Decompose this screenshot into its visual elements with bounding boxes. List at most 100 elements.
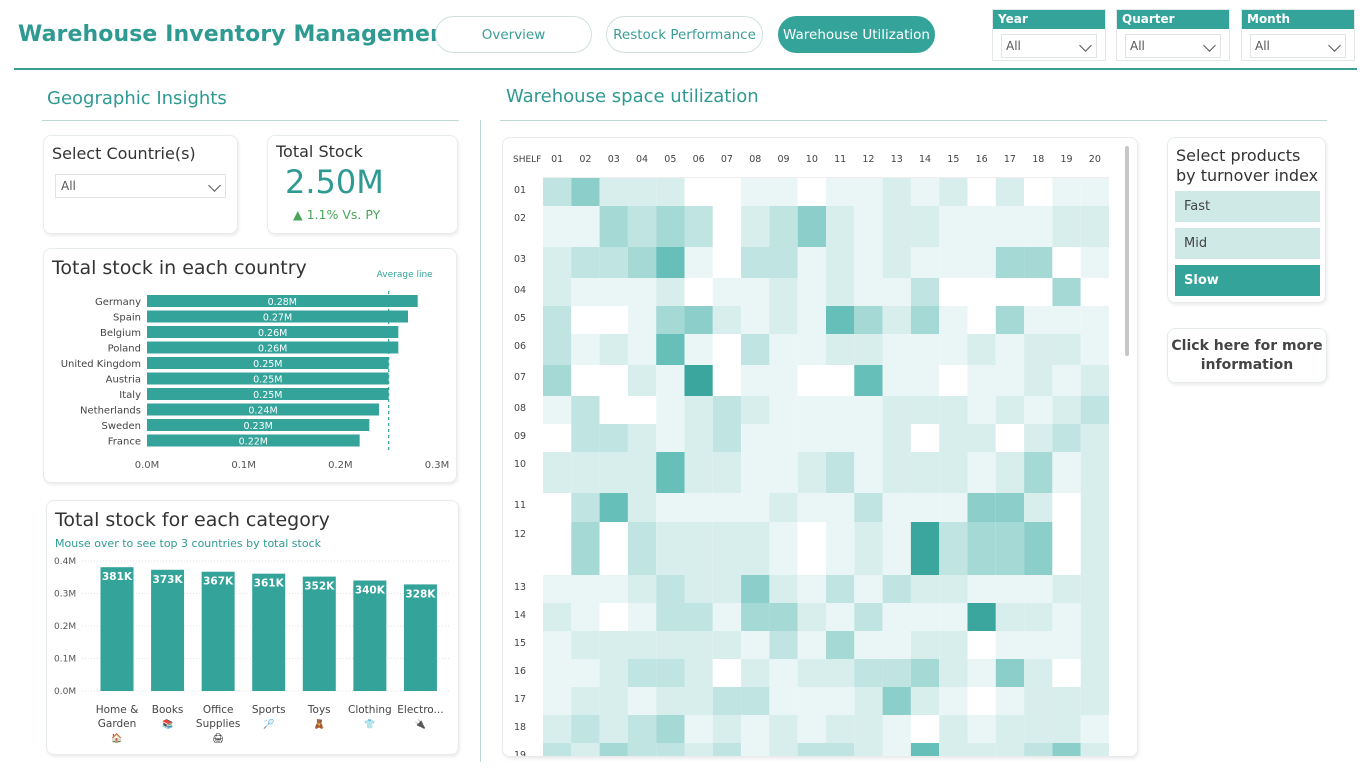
heatmap-cell [995, 424, 1025, 452]
heatmap-cell [910, 575, 940, 603]
heatmap-row-label: 18 [514, 722, 526, 733]
heatmap-cell [1080, 631, 1109, 659]
heatmap-column-label: 05 [664, 154, 676, 165]
year-filter-dropdown[interactable]: All [1001, 34, 1097, 58]
heatmap-cell [543, 178, 572, 206]
shelf-heatmap: SHELF 01 02 03 04 05 06 07 08 09 10 11 12 13 14 15 16 17 1… [513, 146, 1129, 756]
nav-overview-button[interactable]: Overview [435, 16, 592, 53]
heatmap-row-label: 11 [514, 500, 526, 511]
nav-warehouse-utilization-button[interactable]: Warehouse Utilization [778, 16, 935, 53]
chevron-down-icon [208, 179, 221, 192]
country-slicer-dropdown[interactable]: All [55, 174, 226, 198]
month-filter-dropdown[interactable]: All [1250, 34, 1346, 58]
category-chart-subtitle: Mouse over to see top 3 countries by tot… [55, 537, 321, 550]
turnover-slow-option[interactable]: Slow [1175, 265, 1320, 296]
heatmap-cell [712, 603, 742, 631]
heatmap-cell [910, 306, 940, 334]
heatmap-cell [854, 715, 883, 743]
heatmap-cell [571, 424, 600, 452]
heatmap-cell [939, 247, 968, 278]
heatmap-cell [1052, 659, 1081, 687]
heatmap-cell [741, 715, 770, 743]
heatmap-cell [826, 424, 855, 452]
heatmap-cell [939, 659, 968, 687]
heatmap-cell [571, 278, 600, 306]
more-information-button[interactable]: Click here for more information [1167, 328, 1327, 383]
heatmap-column-label: 01 [551, 154, 563, 165]
geo-section-rule [42, 120, 459, 121]
heatmap-cell [656, 493, 685, 522]
heatmap-cell [627, 575, 657, 603]
heatmap-cell [854, 396, 883, 424]
heatmap-cell [967, 659, 996, 687]
country-bar-value: 0.23M [243, 421, 272, 432]
heatmap-cell [854, 603, 883, 631]
heatmap-cell [769, 659, 798, 687]
heatmap-cell [1052, 522, 1081, 575]
heatmap-cell [656, 306, 685, 334]
heatmap-cell [797, 452, 826, 493]
heatmap-cell [1080, 278, 1109, 306]
y-tick-label: 0.2M [54, 622, 76, 632]
heatmap-cell [1024, 365, 1053, 396]
heatmap-row-label: 13 [514, 582, 526, 593]
heatmap-cell [627, 715, 657, 743]
heatmap-cell [854, 493, 883, 522]
heatmap-cell [910, 715, 940, 743]
heatmap-cell [571, 247, 600, 278]
heatmap-cell [939, 278, 968, 306]
category-bar [252, 573, 286, 691]
country-bar [147, 357, 389, 369]
heatmap-cell [741, 424, 770, 452]
heatmap-cell [599, 687, 628, 715]
heatmap-cell [967, 687, 996, 715]
heatmap-column-label: 17 [1004, 154, 1016, 165]
heatmap-cell [1052, 365, 1081, 396]
category-label: Garden [98, 718, 136, 730]
nav-restock-performance-button[interactable]: Restock Performance [606, 16, 763, 53]
heatmap-cell [712, 178, 742, 206]
country-bar [147, 295, 418, 307]
heatmap-cell [712, 715, 742, 743]
heatmap-cell [684, 522, 713, 575]
heatmap-cell [1024, 659, 1053, 687]
heatmap-cell [712, 206, 742, 247]
heatmap-cell [656, 278, 685, 306]
heatmap-cell [882, 306, 911, 334]
heatmap-cell [1024, 631, 1053, 659]
country-chart-title: Total stock in each country [52, 257, 307, 279]
heatmap-cell [939, 178, 968, 206]
heatmap-cell [910, 452, 940, 493]
category-label: Sports [252, 704, 286, 716]
x-tick-label: 0.1M [231, 460, 256, 471]
y-tick-label: 0.1M [54, 655, 76, 665]
category-column-chart[interactable]: 0.0M 0.1M 0.2M 0.3M 0.4M 381K Home & Garden 🏠 373… [47, 501, 458, 754]
heatmap-cell [910, 493, 940, 522]
heatmap-cell [939, 365, 968, 396]
heatmap-cell [543, 659, 572, 687]
heatmap-cell [769, 306, 798, 334]
heatmap-cell [939, 306, 968, 334]
heatmap-cell [543, 278, 572, 306]
turnover-mid-option[interactable]: Mid [1175, 228, 1320, 259]
heatmap-cell [543, 715, 572, 743]
heatmap-cell [769, 365, 798, 396]
quarter-filter-dropdown[interactable]: All [1125, 34, 1221, 58]
heatmap-cell [769, 278, 798, 306]
heatmap-cell [967, 365, 996, 396]
heatmap-cell [882, 178, 911, 206]
heatmap-cell [741, 743, 770, 756]
heatmap-cell [967, 306, 996, 334]
heatmap-cell [543, 247, 572, 278]
x-tick-label: 0.3M [425, 460, 450, 471]
heatmap-cell [656, 334, 685, 365]
heatmap-cell [741, 631, 770, 659]
heatmap-cell [967, 603, 996, 631]
country-label: United Kingdom [61, 359, 141, 370]
average-line-label: Average line [377, 270, 434, 280]
heatmap-cell [1080, 743, 1109, 756]
heatmap-cell [967, 206, 996, 247]
heatmap-cell [599, 603, 628, 631]
kpi-label: Total Stock [276, 142, 363, 161]
turnover-fast-option[interactable]: Fast [1175, 191, 1320, 222]
